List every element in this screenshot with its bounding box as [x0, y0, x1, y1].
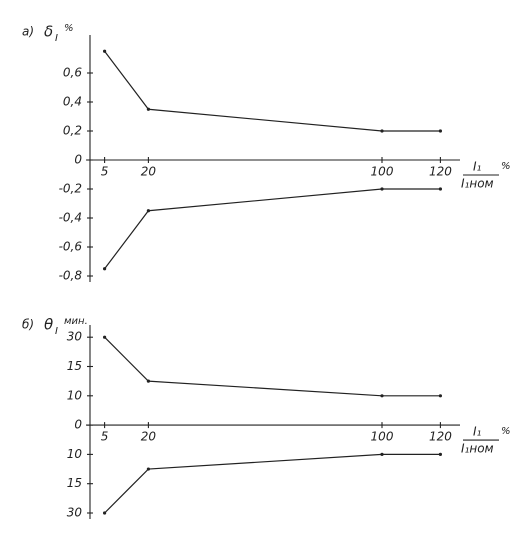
y-tick-label: 0,4	[63, 95, 82, 109]
point	[103, 49, 107, 53]
x-label-numerator: I₁	[473, 160, 482, 174]
point	[103, 511, 107, 515]
line	[104, 50, 441, 132]
y-subscript: I	[55, 33, 58, 44]
y-unit: %	[64, 23, 74, 34]
x-tick-label: 120	[429, 430, 452, 444]
point	[103, 335, 107, 339]
y-tick-label: -0,8	[59, 269, 83, 283]
x-tick-label: 100	[371, 430, 394, 444]
x-label-unit: %	[501, 426, 511, 437]
y-tick-label: 10	[67, 388, 83, 402]
y-subscript: I	[55, 326, 58, 337]
y-unit: мин.	[64, 316, 88, 327]
y-tick-label: 30	[67, 506, 83, 520]
point	[380, 187, 384, 191]
y-tick-label: 30	[67, 330, 83, 344]
x-label-numerator: I₁	[473, 425, 482, 439]
x-label-denominator: I₁ном	[461, 177, 494, 191]
y-tick-label: 0	[74, 418, 82, 432]
y-tick-label: 0,2	[63, 124, 82, 138]
line	[104, 453, 441, 514]
y-tick-label: 15	[67, 476, 82, 490]
point	[380, 129, 384, 133]
line	[104, 336, 441, 397]
point	[438, 452, 442, 456]
x-tick-label: 5	[101, 165, 109, 179]
y-tick-label: 0,6	[63, 66, 82, 80]
y-tick-label: 10	[67, 447, 83, 461]
x-label-denominator: I₁ном	[461, 442, 494, 456]
y-tick-label: -0,2	[59, 182, 82, 196]
point	[438, 129, 442, 133]
y-tick-label: -0,4	[59, 211, 82, 225]
x-tick-label: 20	[141, 430, 157, 444]
point	[146, 107, 150, 111]
y-tick-label: -0,6	[59, 240, 83, 254]
x-tick-label: 120	[429, 165, 452, 179]
point	[103, 267, 107, 271]
panel-label: а)	[22, 25, 34, 39]
point	[146, 209, 150, 213]
y-symbol: δ	[44, 23, 53, 41]
y-tick-label: 0	[74, 153, 82, 167]
y-tick-label: 15	[67, 359, 82, 373]
line	[104, 188, 441, 270]
x-label-unit: %	[501, 161, 511, 172]
x-tick-label: 5	[101, 430, 109, 444]
point	[146, 467, 150, 471]
point	[146, 379, 150, 383]
x-tick-label: 20	[141, 165, 157, 179]
panel-label: б)	[22, 318, 34, 332]
point	[438, 394, 442, 398]
point	[438, 187, 442, 191]
point	[380, 452, 384, 456]
point	[380, 394, 384, 398]
x-tick-label: 100	[371, 165, 394, 179]
y-symbol: θ	[44, 316, 53, 334]
